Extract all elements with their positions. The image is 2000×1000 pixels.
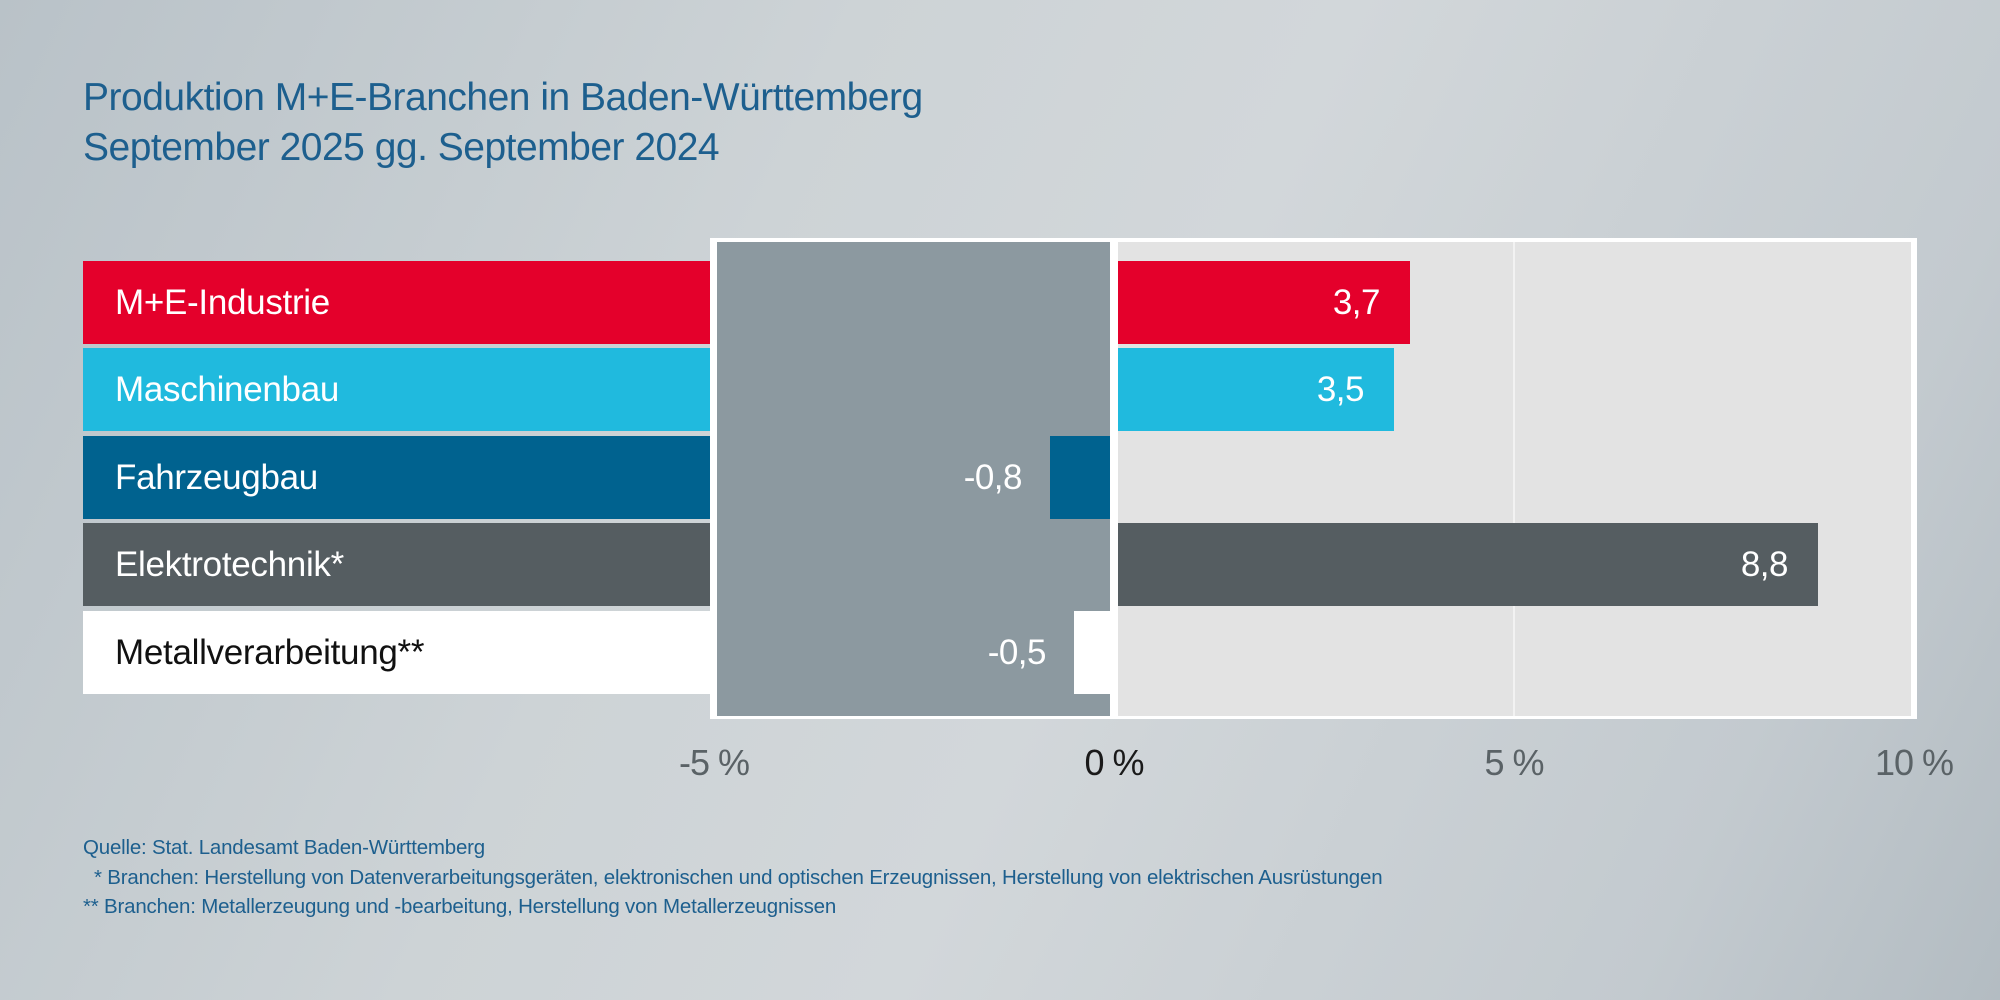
gridline: [1513, 242, 1515, 716]
x-tick-label: 5 %: [1484, 742, 1544, 783]
x-tick-label: 10 %: [1874, 742, 1954, 783]
chart-title: Produktion M+E-Branchen in Baden-Württem…: [83, 76, 923, 119]
category-label: Metallverarbeitung**: [83, 611, 710, 694]
footnote-2: ** Branchen: Metallerzeugung und -bearbe…: [83, 895, 837, 918]
category-label: M+E-Industrie: [83, 261, 710, 344]
bar: [1118, 348, 1394, 431]
bar: [1074, 611, 1110, 694]
category-label: Maschinenbau: [83, 348, 710, 431]
x-tick-label: -5 %: [678, 742, 750, 783]
data-label: -0,8: [963, 457, 1023, 497]
data-label: -0,5: [987, 632, 1047, 672]
bar: [1050, 436, 1110, 519]
category-label: Elektrotechnik*: [83, 523, 710, 606]
source-note: Quelle: Stat. Landesamt Baden-Württember…: [83, 836, 486, 859]
category-label: Fahrzeugbau: [83, 436, 710, 519]
zero-line: [1110, 242, 1118, 716]
data-label: 3,7: [1332, 282, 1381, 322]
bar: [1118, 523, 1818, 606]
x-tick-label: 0 %: [1084, 742, 1144, 783]
chart-subtitle: September 2025 gg. September 2024: [83, 126, 720, 169]
data-label: 3,5: [1316, 369, 1365, 409]
negative-area: [717, 242, 1110, 716]
data-label: 8,8: [1740, 544, 1789, 584]
footnote-1: * Branchen: Herstellung von Datenverarbe…: [83, 866, 1383, 889]
bar: [1118, 261, 1410, 344]
